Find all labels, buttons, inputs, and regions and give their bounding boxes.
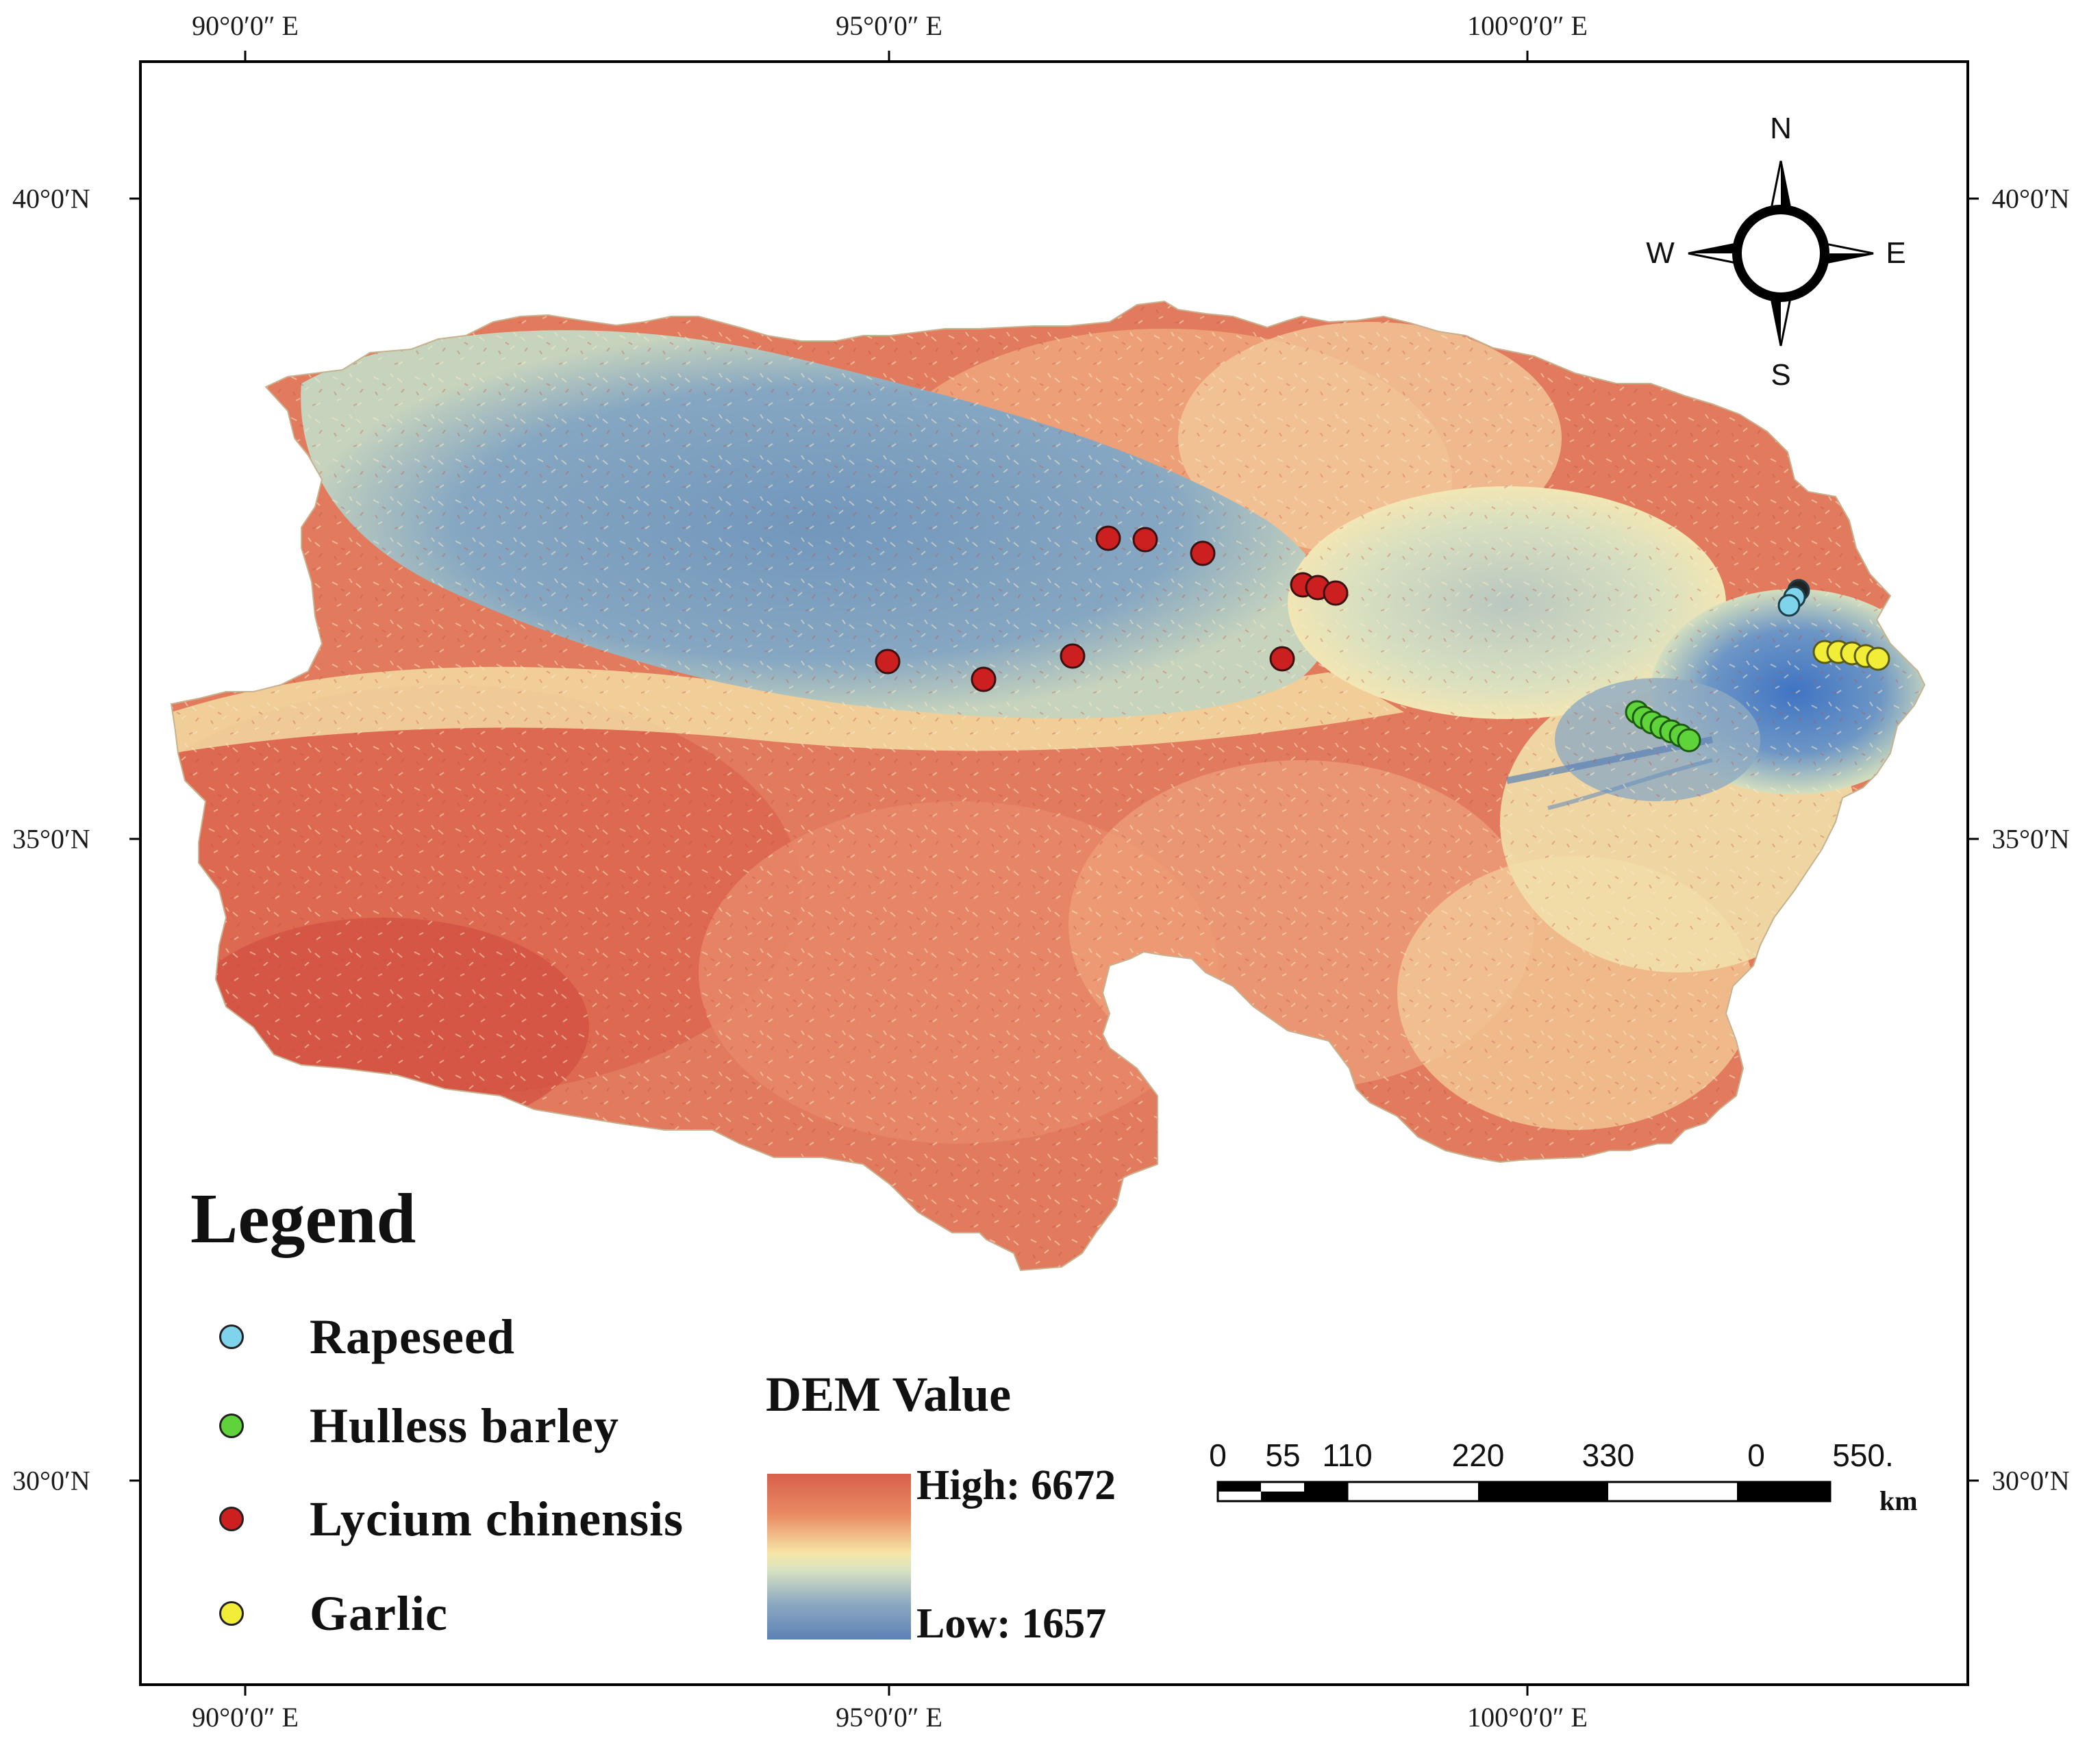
top-axis-label-90e: 90°0′0″ E [192,10,299,41]
garlic-swatch [219,1601,244,1626]
left-axis-label-30n: 30°0′N [12,1465,90,1496]
dem-color-ramp [767,1474,911,1639]
scale-label: 550. [1832,1437,1894,1473]
lycium-point [1095,525,1121,551]
compass-north-label: N [1770,112,1792,145]
lycium-point [1190,540,1216,566]
barley-point [1677,728,1701,753]
lycium-point [1323,580,1349,606]
rapeseed-points [1777,579,1810,617]
scale-label: 0 [1209,1437,1227,1473]
garlic-point [1866,646,1890,671]
right-axis-label-30n: 30°0′N [1992,1465,2070,1496]
hulless-barley-swatch [219,1413,244,1438]
left-axis-label-40n: 40°0′N [12,183,90,214]
lycium-point [1269,646,1295,672]
north-arrow [1688,160,1874,347]
sample-points [875,525,1890,753]
top-axis-label-100e: 100°0′0″ E [1467,10,1588,41]
legend-item-rapeseed: Rapeseed [219,1309,515,1364]
right-axis-label-35n: 35°0′N [1992,823,2070,855]
scale-bar [1216,1481,1832,1503]
lycium-point [1132,527,1158,553]
scale-label: 0 [1747,1437,1765,1473]
rapeseed-point [1777,594,1801,617]
lycium-points [875,525,1349,692]
legend-item-lycium-chinensis: Lycium chinensis [219,1492,684,1546]
legend-label: Garlic [310,1585,448,1641]
bottom-axis-label-95e: 95°0′0″ E [836,1702,942,1733]
lycium-point [1060,643,1086,669]
legend-item-garlic: Garlic [219,1586,448,1641]
legend-label: Lycium chinensis [310,1491,684,1546]
left-axis-label-35n: 35°0′N [12,823,90,855]
dem-low-label: Low: 1657 [916,1600,1107,1647]
bottom-axis-label-100e: 100°0′0″ E [1467,1702,1588,1733]
top-axis-label-95e: 95°0′0″ E [836,10,942,41]
compass-south-label: S [1771,358,1791,392]
scale-label: 110 [1322,1437,1373,1473]
right-axis-label-40n: 40°0′N [1992,183,2070,214]
legend-label: Rapeseed [310,1309,515,1364]
barley-points [1625,700,1701,753]
garlic-points [1812,640,1890,671]
legend-label: Hulless barley [310,1398,620,1453]
compass-east-label: E [1886,236,1906,270]
graticule-ticks [129,51,1979,1696]
scale-label: 55 [1265,1437,1301,1473]
bottom-axis-label-90e: 90°0′0″ E [192,1702,299,1733]
lycium-point [971,666,997,692]
scale-label: 330 [1582,1437,1635,1473]
dem-legend-title: DEM Value [766,1367,1012,1422]
legend-item-hulless-barley: Hulless barley [219,1398,619,1453]
province-dem-layer [171,301,1925,1270]
scale-unit: km [1879,1485,1918,1516]
lycium-chinensis-swatch [219,1507,244,1531]
rapeseed-swatch [219,1324,244,1349]
scale-label: 220 [1451,1437,1505,1473]
province-outline [170,300,1926,1272]
lycium-point [875,649,901,675]
compass-west-label: W [1646,236,1675,270]
legend-title: Legend [190,1179,416,1258]
dem-high-label: High: 6672 [916,1462,1116,1509]
